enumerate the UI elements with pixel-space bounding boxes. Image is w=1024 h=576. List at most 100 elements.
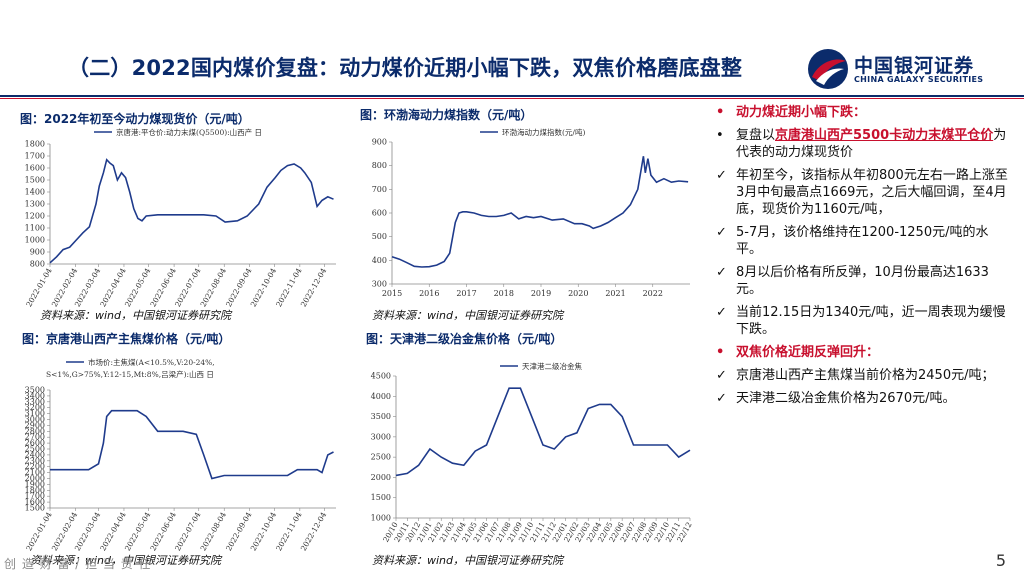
y-tick-label: 1900	[25, 480, 45, 489]
series-line	[395, 387, 691, 477]
y-tick-label: 3000	[371, 432, 391, 441]
y-tick-label: 1300	[25, 200, 45, 209]
company-logo: 中国银河证券 CHINA GALAXY SECURITIES	[806, 47, 1016, 91]
check-icon: ✓	[716, 225, 727, 240]
bullet-list: • 动力煤近期小幅下跌： • 复盘以京唐港山西产5500卡动力末煤平仓价为代表的动力…	[712, 104, 1012, 413]
x-tick-label: 2016	[419, 289, 439, 298]
chart-thermal-coal-2022: 800 900 1000 1100 1200 1300 1400 1500 1600 1700 18…	[24, 127, 336, 308]
x-tick-label: 2020	[568, 289, 588, 298]
footer-slogan: 创 造 财 富 / 担 当 责 任	[4, 557, 152, 571]
y-tick-label: 2500	[371, 453, 391, 462]
y-tick-label: 2500	[25, 445, 45, 454]
x-tick-label: 2022-01-04	[24, 266, 54, 308]
chart-coking-coal: 1500160017001800190020002100220023002400…	[24, 357, 336, 552]
bullet-item: ✓ 天津港二级冶金焦价格为2670元/吨。	[716, 391, 956, 406]
y-tick-label: 3500	[371, 412, 391, 421]
y-tick-label: 1500	[371, 493, 391, 502]
y-tick-label: 800	[30, 260, 45, 269]
y-tick-label: 1100	[25, 224, 45, 233]
y-tick-label: 400	[372, 256, 387, 265]
x-tick-label: 2022-07-04	[173, 510, 203, 552]
series-line	[391, 156, 689, 268]
y-tick-label: 4000	[371, 392, 391, 401]
header-rule-accent	[0, 98, 1024, 99]
y-tick-label: 1500	[25, 176, 45, 185]
bullet-item: • 复盘以京唐港山西产5500卡动力末煤平仓价为代表的动力煤现货价	[716, 128, 1007, 160]
x-tick-label: 2018	[494, 289, 514, 298]
y-tick-label: 3400	[25, 391, 45, 400]
y-tick-label: 2800	[25, 427, 45, 436]
y-tick-label: 1000	[25, 236, 45, 245]
y-tick-label: 900	[30, 248, 45, 257]
legend-label: 天津港二级冶金焦	[522, 361, 582, 371]
check-icon: ✓	[716, 368, 727, 383]
legend-label: 京唐港:平仓价:动力末煤(Q5500):山西产 日	[116, 127, 262, 137]
chart-bohai-index: 300 400 500 600 700 800 900 2015 2016 2017 2018 201…	[372, 127, 690, 298]
x-tick-label: 2022-05-04	[123, 510, 153, 552]
y-tick-label: 1400	[25, 188, 45, 197]
y-tick-label: 2700	[25, 433, 45, 442]
x-tick-label: 2022-08-04	[199, 510, 229, 552]
chart2-source: 资料来源：wind，中国银河证券研究院	[372, 309, 564, 322]
page-title: （二）2022国内煤价复盘：动力煤价近期小幅下跌，双焦价格磨底盘整	[68, 56, 743, 80]
y-tick-label: 2000	[25, 474, 45, 483]
y-tick-label: 2000	[371, 473, 391, 482]
x-tick-label: 2022-07-04	[173, 266, 203, 308]
x-tick-label: 2019	[531, 289, 551, 298]
y-tick-label: 3200	[25, 403, 45, 412]
y-tick-label: 900	[372, 138, 387, 147]
chart1-source: 资料来源：wind，中国银河证券研究院	[40, 309, 232, 322]
y-tick-label: 3500	[25, 386, 45, 395]
x-tick-label: 2022	[643, 289, 663, 298]
x-tick-label: 2022-10-04	[249, 510, 279, 552]
bullet-item: ✓ 年初至今，该指标从年初800元左右一路上涨至3月中旬最高点1669元，之后大幅…	[716, 168, 1008, 217]
x-tick-label: 2022-12-04	[299, 266, 329, 308]
y-tick-label: 1700	[25, 492, 45, 501]
logo-english: CHINA GALAXY SECURITIES	[854, 75, 984, 84]
bullet-heading-thermal: • 动力煤近期小幅下跌：	[716, 105, 867, 120]
y-tick-label: 2200	[25, 462, 45, 471]
y-tick-label: 1800	[25, 140, 45, 149]
y-tick-label: 2300	[25, 456, 45, 465]
logo-chinese: 中国银河证券	[854, 55, 975, 77]
chart2-title: 图：环渤海动力煤指数（元/吨）	[360, 108, 533, 122]
x-tick-label: 2022-12-04	[299, 510, 329, 552]
legend-label: 市场价:主焦煤(A<10.5%,V:20-24%,	[88, 357, 215, 367]
chart-metallurgical-coke: 1000150020002500300035004000450020/1020/…	[371, 361, 694, 544]
y-tick-label: 2900	[25, 421, 45, 430]
y-tick-label: 3100	[25, 409, 45, 418]
series-line	[49, 158, 334, 264]
x-tick-label: 2015	[382, 289, 402, 298]
y-tick-label: 1000	[371, 514, 391, 523]
y-tick-label: 800	[372, 161, 387, 170]
y-tick-label: 3000	[25, 415, 45, 424]
chart3-source: 资料来源：wind，中国银河证券研究院	[30, 554, 222, 567]
y-tick-label: 1500	[25, 504, 45, 513]
y-tick-label: 500	[372, 232, 387, 241]
header-rule	[0, 95, 1024, 97]
bullet-item: ✓ 8月以后价格有所反弹，10月份最高达1633元。	[716, 265, 989, 297]
y-tick-label: 1800	[25, 486, 45, 495]
y-tick-label: 2400	[25, 450, 45, 459]
chart3-title: 图：京唐港山西产主焦煤价格（元/吨）	[22, 332, 231, 346]
galaxy-logo-icon	[808, 49, 848, 89]
check-icon: ✓	[716, 305, 727, 320]
legend-label-cont: S<1%,G>75%,Y:12-15,Mt:8%,吕梁产):山西 日	[46, 369, 214, 379]
x-tick-label: 2021	[605, 289, 625, 298]
y-tick-label: 1700	[25, 152, 45, 161]
x-tick-label: 2022-10-04	[249, 266, 279, 308]
y-tick-label: 1200	[25, 212, 45, 221]
x-tick-label: 2022-05-04	[123, 266, 153, 308]
x-tick-label: 2022-01-04	[24, 510, 54, 552]
highlight-indicator: 京唐港山西产5500卡动力末煤平仓价	[775, 128, 994, 143]
x-tick-label: 2022-08-04	[199, 266, 229, 308]
y-tick-label: 2100	[25, 468, 45, 477]
check-icon: ✓	[716, 391, 727, 406]
y-tick-label: 600	[372, 209, 387, 218]
y-tick-label: 300	[372, 280, 387, 289]
chart1-title: 图：2022年初至今动力煤现货价（元/吨）	[20, 112, 250, 126]
bullet-item: ✓ 当前12.15日为1340元/吨，近一周表现为缓慢下跌。	[716, 305, 1006, 337]
y-tick-label: 700	[372, 185, 387, 194]
x-tick-label: 2017	[456, 289, 476, 298]
y-tick-label: 4500	[371, 372, 391, 381]
